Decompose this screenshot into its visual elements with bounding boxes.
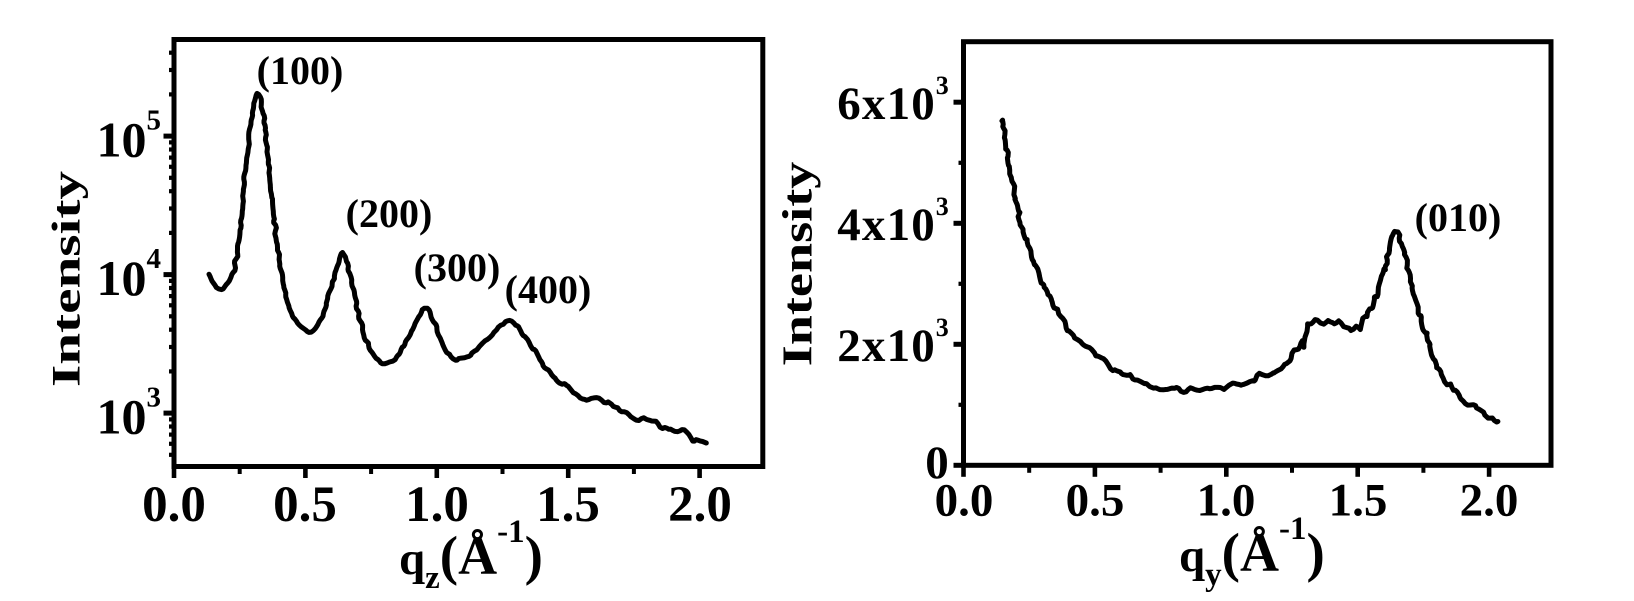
svg-text:Intensity: Intensity bbox=[44, 171, 89, 387]
svg-text:4x10: 4x10 bbox=[837, 199, 936, 251]
svg-text:3: 3 bbox=[936, 313, 950, 342]
svg-text:3: 3 bbox=[936, 192, 950, 221]
svg-text:(400): (400) bbox=[505, 267, 592, 312]
svg-text:6x10: 6x10 bbox=[837, 78, 936, 130]
svg-text:1.5: 1.5 bbox=[536, 477, 600, 533]
svg-text:1.0: 1.0 bbox=[405, 477, 469, 533]
svg-text:1.5: 1.5 bbox=[1329, 475, 1388, 527]
svg-text:0.5: 0.5 bbox=[1066, 475, 1125, 527]
svg-text:1.0: 1.0 bbox=[1197, 475, 1256, 527]
svg-text:Intensity: Intensity bbox=[775, 162, 821, 367]
svg-text:(200): (200) bbox=[346, 191, 433, 236]
svg-text:0.0: 0.0 bbox=[142, 477, 206, 533]
svg-text:0.5: 0.5 bbox=[273, 477, 337, 533]
svg-text:2.0: 2.0 bbox=[1460, 475, 1519, 527]
svg-text:(300): (300) bbox=[414, 245, 501, 290]
svg-text:0.0: 0.0 bbox=[935, 475, 994, 527]
svg-text:(010): (010) bbox=[1415, 195, 1502, 240]
svg-text:3: 3 bbox=[936, 71, 950, 100]
svg-text:2.0: 2.0 bbox=[668, 477, 732, 533]
svg-text:2x10: 2x10 bbox=[837, 320, 936, 372]
svg-text:(100): (100) bbox=[257, 48, 344, 93]
svg-text:0: 0 bbox=[925, 437, 950, 489]
